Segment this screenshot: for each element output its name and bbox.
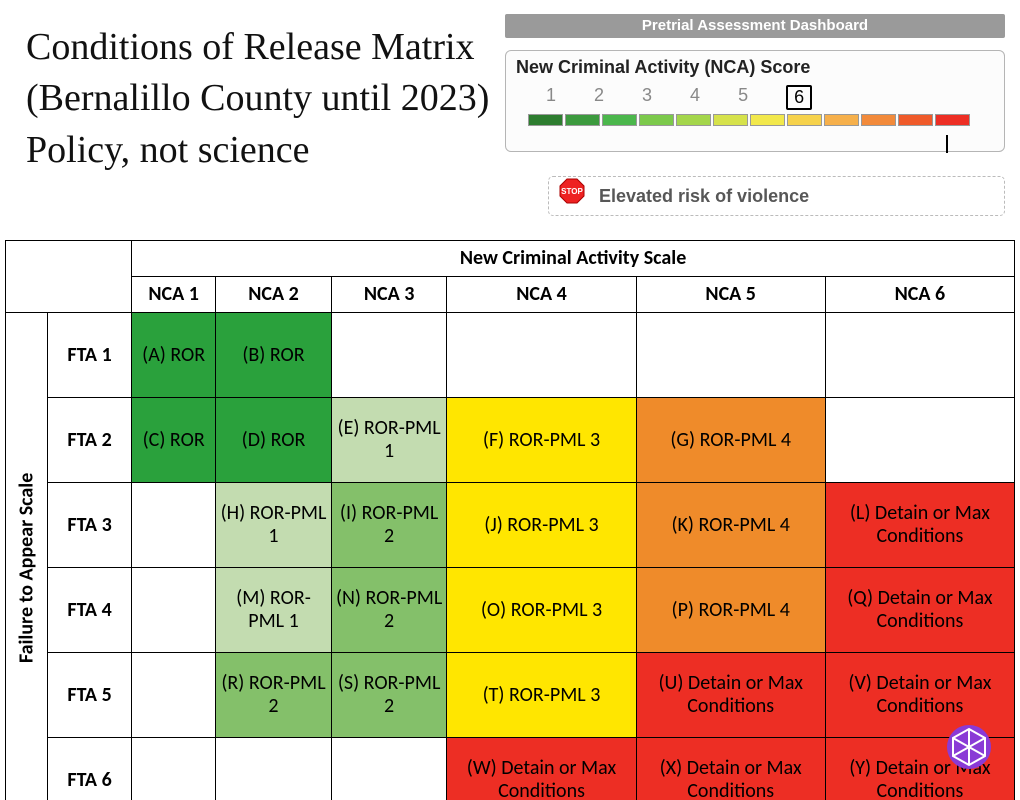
matrix-cell-blank — [825, 398, 1014, 483]
nca-score-title: New Criminal Activity (NCA) Score — [516, 57, 810, 78]
matrix-cell: (R) ROR-PML 2 — [216, 653, 332, 738]
nca-segment — [528, 114, 563, 126]
matrix-cell: (C) ROR — [132, 398, 216, 483]
matrix-cell: (A) ROR — [132, 313, 216, 398]
matrix-cell-blank — [331, 313, 447, 398]
title-line3: Policy, not science — [26, 125, 489, 176]
logo-badge-icon — [946, 724, 992, 770]
matrix-cell-blank — [636, 313, 825, 398]
fta-row-header: FTA 4 — [48, 568, 132, 653]
matrix-cell: (M) ROR-PML 1 — [216, 568, 332, 653]
nca-segment — [898, 114, 933, 126]
matrix-cell: (D) ROR — [216, 398, 332, 483]
page-title: Conditions of Release Matrix (Bernalillo… — [26, 22, 489, 176]
nca-segment — [713, 114, 748, 126]
matrix-cell: (Q) Detain or Max Conditions — [825, 568, 1014, 653]
fta-row-header: FTA 6 — [48, 738, 132, 800]
fta-row-header: FTA 1 — [48, 313, 132, 398]
matrix-corner — [6, 241, 132, 313]
matrix-cell: (X) Detain or Max Conditions — [636, 738, 825, 800]
nca-tick: 6 — [786, 85, 812, 110]
matrix-cell-blank — [132, 738, 216, 800]
matrix-cell: (W) Detain or Max Conditions — [447, 738, 636, 800]
title-line2: (Bernalillo County until 2023) — [26, 73, 489, 124]
matrix-cell: (T) ROR-PML 3 — [447, 653, 636, 738]
nca-col-header: NCA 3 — [331, 277, 447, 313]
nca-tick: 2 — [594, 85, 604, 110]
matrix-cell: (S) ROR-PML 2 — [331, 653, 447, 738]
nca-segment — [787, 114, 822, 126]
nca-scale: 1 2 3 4 5 6 — [528, 85, 988, 126]
title-line1: Conditions of Release Matrix — [26, 26, 475, 68]
stop-icon: STOP — [559, 178, 585, 217]
risk-flag-text: Elevated risk of violence — [599, 186, 809, 206]
nca-segment — [824, 114, 859, 126]
nca-col-header: NCA 6 — [825, 277, 1014, 313]
matrix-cell-blank — [132, 568, 216, 653]
nca-segment — [935, 114, 970, 126]
svg-text:STOP: STOP — [561, 187, 583, 196]
dashboard-title-bar: Pretrial Assessment Dashboard — [505, 14, 1005, 38]
nca-tick: 4 — [690, 85, 700, 110]
nca-col-header: NCA 1 — [132, 277, 216, 313]
matrix-cell: (K) ROR-PML 4 — [636, 483, 825, 568]
fta-row-header: FTA 3 — [48, 483, 132, 568]
nca-segment — [639, 114, 674, 126]
matrix-cell: (L) Detain or Max Conditions — [825, 483, 1014, 568]
matrix-cell-blank — [132, 653, 216, 738]
matrix-cell: (B) ROR — [216, 313, 332, 398]
nca-tick: 3 — [642, 85, 652, 110]
matrix-cell: (N) ROR-PML 2 — [331, 568, 447, 653]
nca-pointer — [946, 135, 948, 153]
matrix-cell-blank — [132, 483, 216, 568]
nca-col-header: NCA 5 — [636, 277, 825, 313]
matrix-top-header: New Criminal Activity Scale — [132, 241, 1015, 277]
matrix-cell: (I) ROR-PML 2 — [331, 483, 447, 568]
matrix-cell: (O) ROR-PML 3 — [447, 568, 636, 653]
matrix-cell-blank — [825, 313, 1014, 398]
nca-col-header: NCA 4 — [447, 277, 636, 313]
nca-segment — [750, 114, 785, 126]
matrix-cell: (F) ROR-PML 3 — [447, 398, 636, 483]
nca-segment — [676, 114, 711, 126]
nca-col-header: NCA 2 — [216, 277, 332, 313]
risk-flag-box: STOP Elevated risk of violence — [548, 176, 1005, 216]
matrix-cell: (P) ROR-PML 4 — [636, 568, 825, 653]
nca-score-panel: New Criminal Activity (NCA) Score 1 2 3 4 5 6 — [505, 50, 1005, 152]
fta-row-header: FTA 2 — [48, 398, 132, 483]
nca-segment — [565, 114, 600, 126]
nca-segment — [861, 114, 896, 126]
nca-tick: 1 — [546, 85, 556, 110]
matrix-left-header: Failure to Appear Scale — [6, 313, 48, 800]
matrix-cell: (H) ROR-PML 1 — [216, 483, 332, 568]
matrix-cell: (E) ROR-PML 1 — [331, 398, 447, 483]
nca-tick-row: 1 2 3 4 5 6 — [546, 85, 988, 110]
nca-gradient-bar — [528, 114, 988, 126]
matrix-cell-blank — [447, 313, 636, 398]
nca-tick: 5 — [738, 85, 748, 110]
matrix-cell: (G) ROR-PML 4 — [636, 398, 825, 483]
matrix-cell: (U) Detain or Max Conditions — [636, 653, 825, 738]
matrix-cell-blank — [331, 738, 447, 800]
matrix-cell: (J) ROR-PML 3 — [447, 483, 636, 568]
matrix-cell-blank — [216, 738, 332, 800]
nca-segment — [602, 114, 637, 126]
fta-row-header: FTA 5 — [48, 653, 132, 738]
release-matrix-table: New Criminal Activity ScaleNCA 1NCA 2NCA… — [5, 240, 1015, 800]
